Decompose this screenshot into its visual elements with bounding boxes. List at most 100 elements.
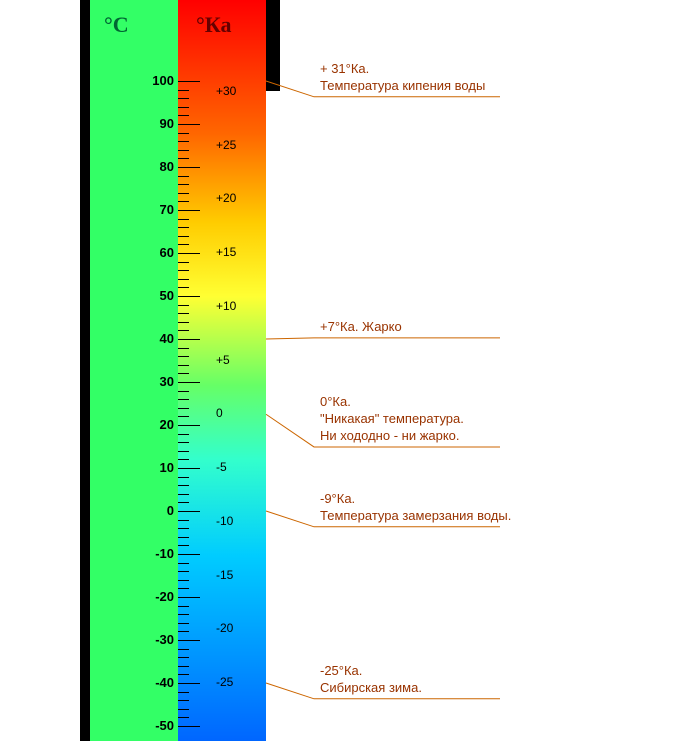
ka-tick-label: +25 — [216, 138, 236, 152]
annotation-line: Сибирская зима. — [320, 680, 422, 697]
celsius-minor-tick — [178, 700, 189, 701]
celsius-minor-tick — [178, 545, 189, 546]
ka-tick-label: +30 — [216, 84, 236, 98]
celsius-major-tick — [178, 554, 200, 555]
celsius-minor-tick — [178, 649, 189, 650]
celsius-major-tick — [178, 339, 200, 340]
celsius-tick-label: 0 — [136, 503, 174, 518]
celsius-tick-label: -30 — [136, 632, 174, 647]
celsius-minor-tick — [178, 528, 189, 529]
celsius-tick-label: -50 — [136, 718, 174, 733]
annotation-line: 0°Ка. — [320, 394, 464, 411]
celsius-major-tick — [178, 382, 200, 383]
celsius-minor-tick — [178, 141, 189, 142]
celsius-minor-tick — [178, 588, 189, 589]
celsius-tick-label: 40 — [136, 331, 174, 346]
celsius-minor-tick — [178, 623, 189, 624]
celsius-major-tick — [178, 210, 200, 211]
celsius-header: °C — [104, 12, 129, 38]
celsius-major-tick — [178, 81, 200, 82]
celsius-minor-tick — [178, 115, 189, 116]
ka-header: °Ка — [196, 12, 231, 38]
celsius-minor-tick — [178, 348, 189, 349]
celsius-minor-tick — [178, 193, 189, 194]
celsius-minor-tick — [178, 176, 189, 177]
annotation-line: Температура кипения воды — [320, 78, 485, 95]
annotation-line: Ни хододно - ни жарко. — [320, 428, 464, 445]
celsius-minor-tick — [178, 434, 189, 435]
celsius-minor-tick — [178, 201, 189, 202]
annotation: +7°Ка. Жарко — [320, 319, 402, 336]
celsius-minor-tick — [178, 287, 189, 288]
celsius-minor-tick — [178, 356, 189, 357]
celsius-minor-tick — [178, 563, 189, 564]
celsius-minor-tick — [178, 494, 189, 495]
celsius-minor-tick — [178, 399, 189, 400]
annotation-line: + 31°Ка. — [320, 61, 485, 78]
celsius-minor-tick — [178, 313, 189, 314]
ka-tick-label: +10 — [216, 299, 236, 313]
celsius-minor-tick — [178, 270, 189, 271]
celsius-minor-tick — [178, 236, 189, 237]
celsius-minor-tick — [178, 150, 189, 151]
ka-tick-label: +15 — [216, 245, 236, 259]
celsius-minor-tick — [178, 365, 189, 366]
side-bar-right — [266, 0, 280, 91]
celsius-tick-label: 10 — [136, 460, 174, 475]
celsius-minor-tick — [178, 614, 189, 615]
celsius-minor-tick — [178, 580, 189, 581]
ka-tick-label: -20 — [216, 621, 233, 635]
celsius-minor-tick — [178, 520, 189, 521]
celsius-minor-tick — [178, 416, 189, 417]
celsius-major-tick — [178, 253, 200, 254]
celsius-minor-tick — [178, 330, 189, 331]
celsius-minor-tick — [178, 133, 189, 134]
celsius-minor-tick — [178, 98, 189, 99]
celsius-tick-label: 90 — [136, 116, 174, 131]
celsius-major-tick — [178, 683, 200, 684]
annotation: -25°Ка.Сибирская зима. — [320, 663, 422, 697]
celsius-minor-tick — [178, 442, 189, 443]
celsius-minor-tick — [178, 657, 189, 658]
celsius-minor-tick — [178, 279, 189, 280]
celsius-minor-tick — [178, 709, 189, 710]
celsius-major-tick — [178, 597, 200, 598]
celsius-minor-tick — [178, 674, 189, 675]
celsius-major-tick — [178, 468, 200, 469]
celsius-minor-tick — [178, 485, 189, 486]
celsius-minor-tick — [178, 666, 189, 667]
celsius-tick-label: 20 — [136, 417, 174, 432]
celsius-minor-tick — [178, 451, 189, 452]
celsius-minor-tick — [178, 322, 189, 323]
annotation-line: +7°Ка. Жарко — [320, 319, 402, 336]
celsius-tick-label: 100 — [136, 73, 174, 88]
celsius-minor-tick — [178, 227, 189, 228]
celsius-minor-tick — [178, 692, 189, 693]
celsius-tick-label: 70 — [136, 202, 174, 217]
celsius-minor-tick — [178, 459, 189, 460]
celsius-minor-tick — [178, 502, 189, 503]
annotation-line: -9°Ка. — [320, 491, 511, 508]
celsius-minor-tick — [178, 373, 189, 374]
celsius-minor-tick — [178, 184, 189, 185]
celsius-minor-tick — [178, 90, 189, 91]
annotation: -9°Ка.Температура замерзания воды. — [320, 491, 511, 525]
annotation: + 31°Ка.Температура кипения воды — [320, 61, 485, 95]
celsius-minor-tick — [178, 717, 189, 718]
ka-tick-label: -25 — [216, 675, 233, 689]
celsius-tick-label: -20 — [136, 589, 174, 604]
celsius-major-tick — [178, 167, 200, 168]
celsius-minor-tick — [178, 158, 189, 159]
ka-tick-label: -15 — [216, 568, 233, 582]
celsius-column — [90, 0, 178, 741]
celsius-major-tick — [178, 425, 200, 426]
celsius-minor-tick — [178, 606, 189, 607]
celsius-tick-label: 60 — [136, 245, 174, 260]
celsius-tick-label: 30 — [136, 374, 174, 389]
annotation-line: -25°Ка. — [320, 663, 422, 680]
celsius-minor-tick — [178, 477, 189, 478]
celsius-minor-tick — [178, 107, 189, 108]
celsius-tick-label: 80 — [136, 159, 174, 174]
ka-tick-label: 0 — [216, 406, 223, 420]
celsius-major-tick — [178, 511, 200, 512]
